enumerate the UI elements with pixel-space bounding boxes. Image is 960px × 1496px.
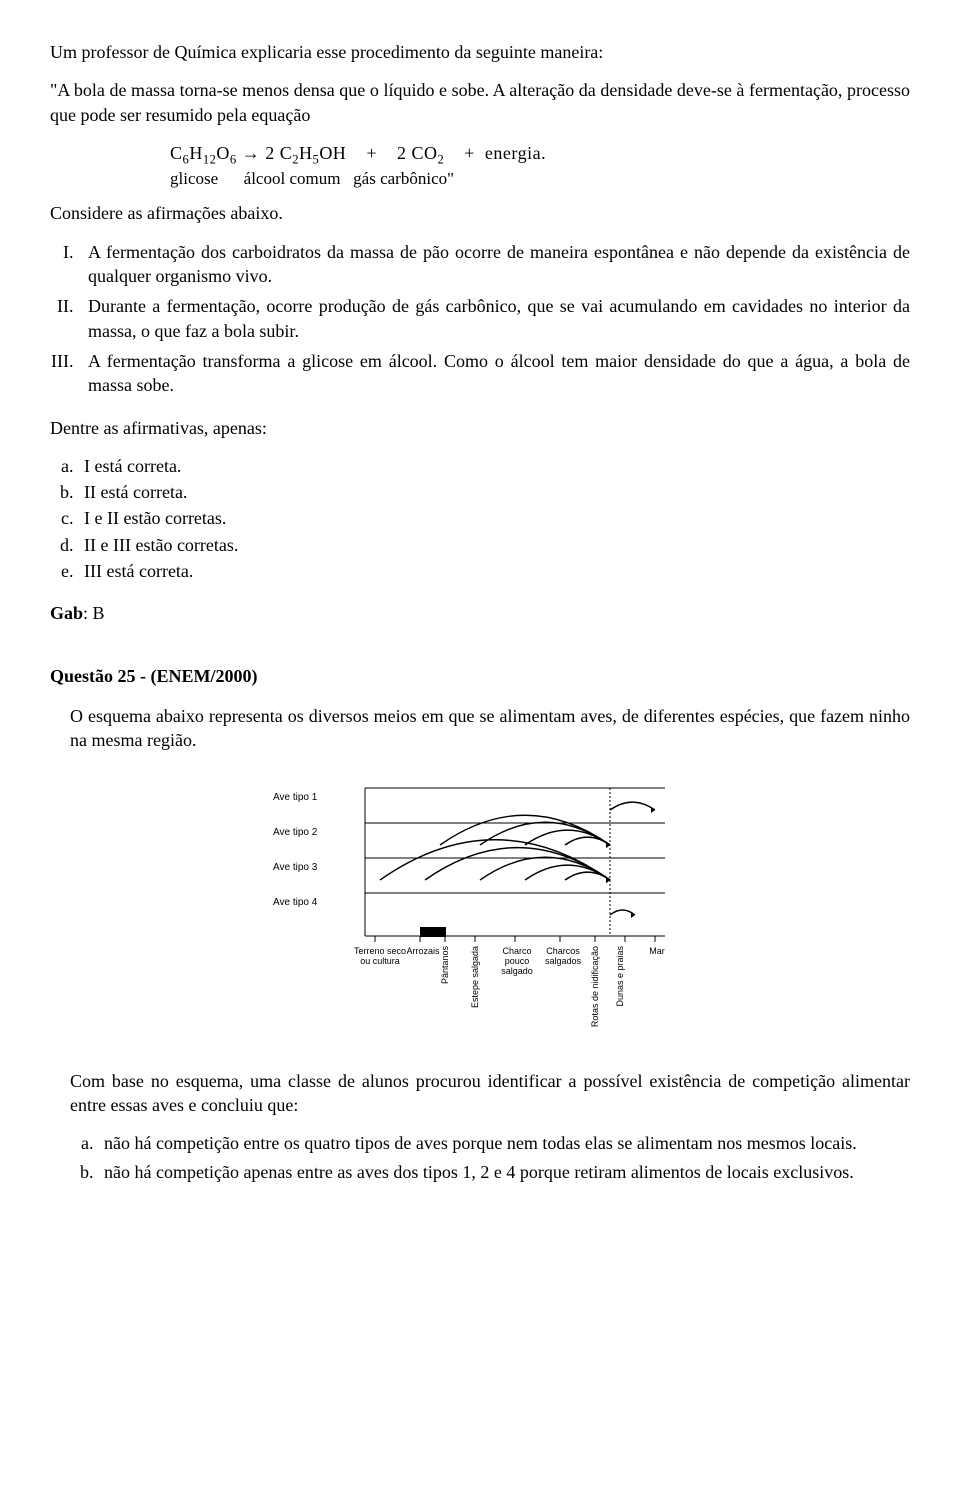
paragraph-dentre: Dentre as afirmativas, apenas:	[50, 416, 910, 440]
svg-text:Charcos: Charcos	[546, 946, 580, 956]
svg-text:Ave tipo 2: Ave tipo 2	[273, 827, 318, 838]
diagram-svg: Ave tipo 1 Ave tipo 2 Ave tipo 3 Ave tipo 4…	[265, 776, 695, 1036]
paragraph-quote: "A bola de massa torna-se menos densa qu…	[50, 78, 910, 127]
equation-line-2: glicose álcool comum gás carbônico"	[170, 168, 910, 191]
svg-text:salgado: salgado	[501, 966, 533, 976]
option-d: II e III estão corretas.	[78, 533, 910, 557]
option-a: I está correta.	[78, 454, 910, 478]
svg-text:salgados: salgados	[545, 956, 582, 966]
gab-value: : B	[83, 603, 105, 623]
svg-text:Rotas de nidificação: Rotas de nidificação	[590, 946, 600, 1027]
roman-item-1: A fermentação dos carboidratos da massa …	[78, 240, 910, 289]
svg-text:ou cultura: ou cultura	[360, 956, 400, 966]
svg-text:Terreno seco: Terreno seco	[354, 946, 406, 956]
gab-label: Gab	[50, 603, 83, 623]
svg-text:pouco: pouco	[505, 956, 530, 966]
equation-line-1: C6H12O6 → 2 C2H5OH + 2 CO2 + energia.	[170, 141, 910, 169]
options-list-24: I está correta. II está correta. I e II …	[50, 454, 910, 583]
options-list-25: não há competição entre os quatro tipos …	[50, 1131, 910, 1184]
option-e: III está correta.	[78, 559, 910, 583]
option-b: II está correta.	[78, 480, 910, 504]
bird-diagram: Ave tipo 1 Ave tipo 2 Ave tipo 3 Ave tipo 4…	[50, 776, 910, 1042]
answer-gab: Gab: B	[50, 601, 910, 625]
svg-text:Estepe salgada: Estepe salgada	[470, 946, 480, 1008]
question-25-title: Questão 25 - (ENEM/2000)	[50, 664, 910, 688]
svg-text:Arrozais: Arrozais	[406, 946, 440, 956]
svg-text:Dunas e praias: Dunas e praias	[615, 946, 625, 1007]
option-25-b: não há competição apenas entre as aves d…	[98, 1160, 910, 1184]
svg-text:Charco: Charco	[502, 946, 531, 956]
paragraph-intro: Um professor de Química explicaria esse …	[50, 40, 910, 64]
roman-list: A fermentação dos carboidratos da massa …	[50, 240, 910, 398]
option-25-a: não há competição entre os quatro tipos …	[98, 1131, 910, 1155]
option-c: I e II estão corretas.	[78, 506, 910, 530]
svg-text:Ave tipo 1: Ave tipo 1	[273, 792, 318, 803]
equation-block: C6H12O6 → 2 C2H5OH + 2 CO2 + energia. gl…	[50, 141, 910, 192]
svg-text:Ave tipo 3: Ave tipo 3	[273, 862, 318, 873]
paragraph-consider: Considere as afirmações abaixo.	[50, 201, 910, 225]
roman-item-2: Durante a fermentação, ocorre produção d…	[78, 294, 910, 343]
question-25-body: O esquema abaixo representa os diversos …	[50, 704, 910, 753]
svg-text:Pântanos: Pântanos	[440, 946, 450, 985]
svg-text:Mar: Mar	[649, 946, 665, 956]
svg-text:Ave tipo 4: Ave tipo 4	[273, 897, 318, 908]
question-25-after: Com base no esquema, uma classe de aluno…	[50, 1069, 910, 1118]
roman-item-3: A fermentação transforma a glicose em ál…	[78, 349, 910, 398]
